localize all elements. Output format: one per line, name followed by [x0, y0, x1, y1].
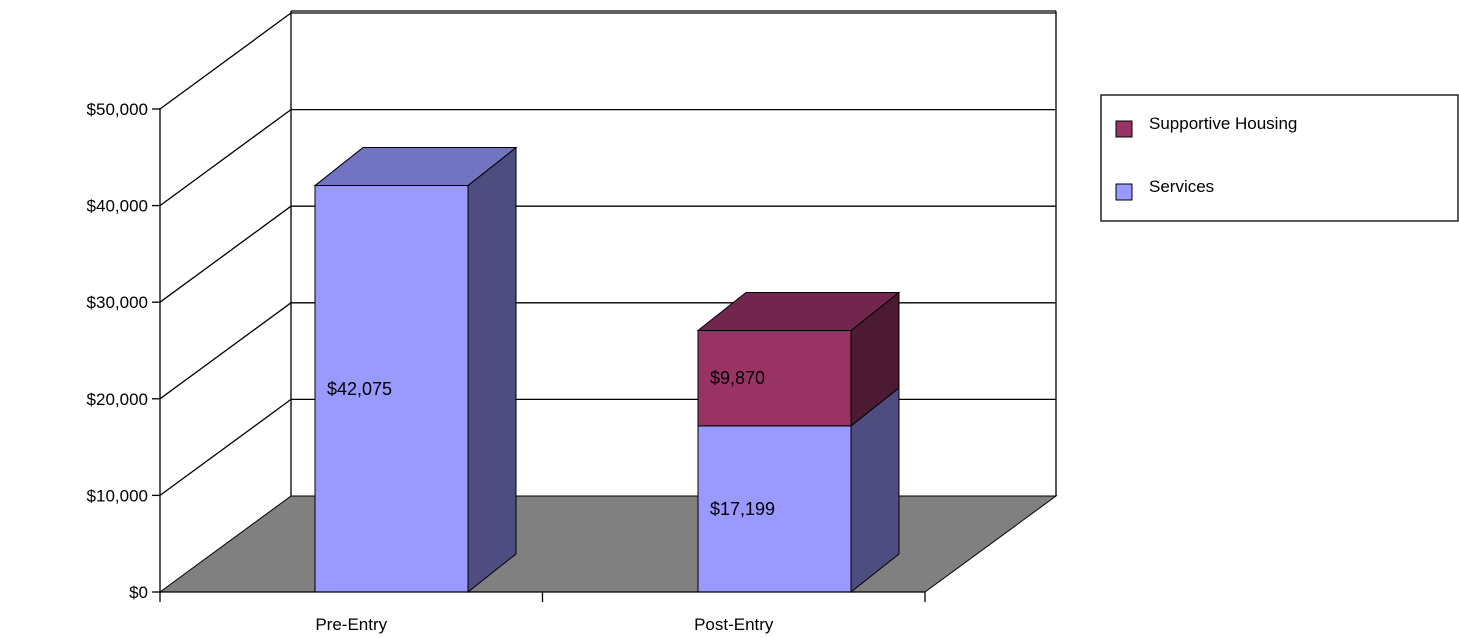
- x-tick-label: Pre-Entry: [315, 615, 387, 634]
- chart-walls: [158, 10, 1058, 593]
- gridline-side: [159, 205, 292, 303]
- legend-swatch: [1115, 183, 1133, 201]
- legend: Supportive Housing Services: [1100, 94, 1459, 222]
- bar: [314, 185, 469, 593]
- legend-box: [1100, 94, 1459, 222]
- y-tick-label: $0: [129, 583, 148, 602]
- gridline-side: [159, 109, 292, 207]
- data-label: $17,199: [710, 499, 775, 519]
- legend-label: Supportive Housing: [1149, 114, 1297, 133]
- bar-top: [696, 292, 901, 332]
- legend-swatch: [1115, 120, 1133, 138]
- axes: $0 $10,000 $20,000 $30,000 $40,000 $50,000 Pre…: [87, 100, 926, 634]
- gridline-side: [159, 398, 292, 496]
- data-label: $42,075: [327, 379, 392, 399]
- y-tick-label: $50,000: [87, 100, 148, 119]
- bars: $42,075 $17,199 $9,870: [313, 146, 901, 594]
- floor: [158, 495, 1058, 593]
- y-tick-label: $20,000: [87, 390, 148, 409]
- gridline-side: [159, 12, 292, 110]
- y-tick-label: $40,000: [87, 197, 148, 216]
- x-tick-label: Post-Entry: [694, 615, 774, 634]
- gridline-side: [159, 302, 292, 400]
- y-tick-label: $30,000: [87, 293, 148, 312]
- bar-top: [313, 147, 518, 187]
- legend-label: Services: [1149, 177, 1214, 196]
- data-label: $9,870: [710, 368, 765, 388]
- bar-side: [467, 146, 517, 594]
- bar: [697, 330, 852, 427]
- y-tick-label: $10,000: [87, 486, 148, 505]
